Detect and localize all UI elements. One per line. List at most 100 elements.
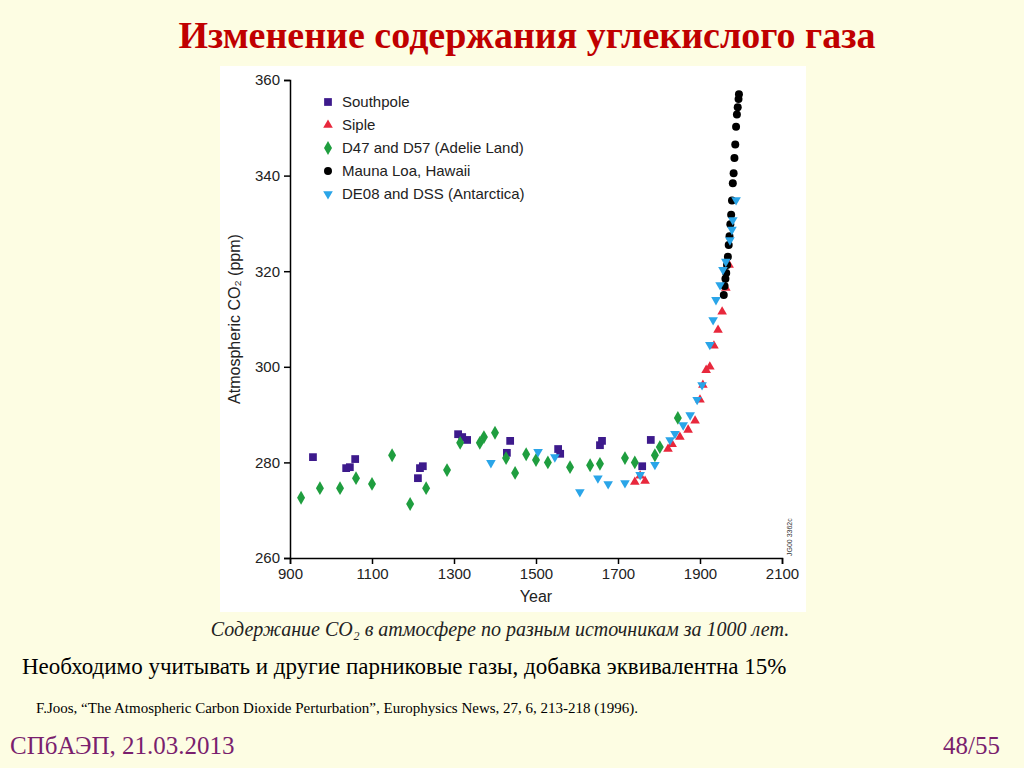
point [705,342,715,350]
point [486,460,496,468]
point [635,472,645,480]
x-tick-mark [536,558,538,564]
legend: Southpole Siple D47 and D57 (Adelie Land) M… [323,93,524,202]
point [651,448,659,462]
point [336,481,344,495]
x-tick: 1500 [520,558,553,582]
y-tick-label: 320 [255,263,280,280]
point [730,169,738,177]
x-tick: 2100 [766,558,799,582]
legend-label: DE08 and DSS (Antarctica) [342,185,525,202]
chart-panel [220,66,806,612]
point [593,475,603,483]
point [720,291,728,299]
point [316,481,324,495]
x-tick-mark [454,558,456,564]
point [670,431,680,439]
x-tick: 900 [278,558,303,582]
point [502,451,510,465]
x-tick-label: 1900 [684,565,717,582]
point [522,447,530,461]
legend-marker [323,191,333,199]
legend-entry: Southpole [324,93,409,110]
y-tick-mark [284,462,290,464]
note: Необходимо учитывать и другие парниковые… [22,654,786,679]
point [638,462,646,470]
point [550,454,560,462]
x-tick-mark [372,558,374,564]
point [596,457,604,471]
point [730,154,738,162]
x-tick: 1900 [684,558,717,582]
point [665,437,675,445]
legend-marker [324,141,332,155]
point [656,440,664,454]
point [732,123,740,131]
point [506,437,514,445]
legend-marker [323,119,333,127]
slide-title: Изменение содержания углекислого газа [178,14,875,56]
point [456,436,464,450]
point [650,462,660,470]
y-tick: 260 [255,549,290,566]
point [422,481,430,495]
y-tick-mark [284,80,290,82]
point [729,179,737,187]
point [721,259,731,267]
point [414,474,422,482]
y-tick: 320 [255,263,290,280]
x-tick-label: 1300 [438,565,471,582]
legend-label: D47 and D57 (Adelie Land) [342,139,524,156]
point [731,141,739,149]
point [566,460,574,474]
x-tick-label: 1100 [356,565,388,582]
point [725,237,735,245]
x-tick-label: 2100 [766,565,799,582]
point [575,489,585,497]
point [368,477,376,491]
series-2 [297,411,682,511]
point [463,436,471,444]
point [352,471,360,485]
point [544,455,552,469]
y-tick-mark [284,558,290,560]
point [728,217,738,225]
series-1 [630,259,734,484]
point [511,466,519,480]
point [733,110,741,118]
y-tick: 340 [255,167,290,184]
legend-label: Mauna Loa, Hawaii [342,162,470,179]
point [598,437,606,445]
point [685,412,695,420]
series-0 [309,430,655,482]
point [711,297,721,305]
page-number: 48/55 [943,732,1000,759]
caption: Содержание CO₂ в атмосфере по разным ист… [211,618,789,641]
legend-label: Siple [342,116,375,133]
legend-entry: DE08 and DSS (Antarctica) [323,185,524,202]
legend-entry: Siple [323,116,375,133]
y-tick: 360 [255,71,290,88]
point [708,317,718,325]
points [297,90,743,511]
point [351,455,359,463]
point [443,463,451,477]
x-tick-mark [782,558,784,564]
y-tick: 280 [255,454,290,471]
point [731,197,741,205]
y-tick-label: 340 [255,167,280,184]
point [631,455,639,469]
x-tick-mark [618,558,620,564]
annotation: JG00 3362c [786,518,793,556]
x-axis-line [291,559,783,565]
x-tick: 1700 [602,558,635,582]
point [388,448,396,462]
y-axis-title: Atmospheric CO₂ (ppm) [226,234,243,404]
x-axis: 900 1100 1300 1500 1700 1900 2100 [278,558,799,582]
legend-entry: D47 and D57 (Adelie Land) [324,139,524,156]
x-tick-label: 1500 [520,565,553,582]
point [718,267,728,275]
point [678,422,688,430]
slide: Изменение содержания углекислого газа 900… [0,0,1024,768]
point [713,324,723,332]
